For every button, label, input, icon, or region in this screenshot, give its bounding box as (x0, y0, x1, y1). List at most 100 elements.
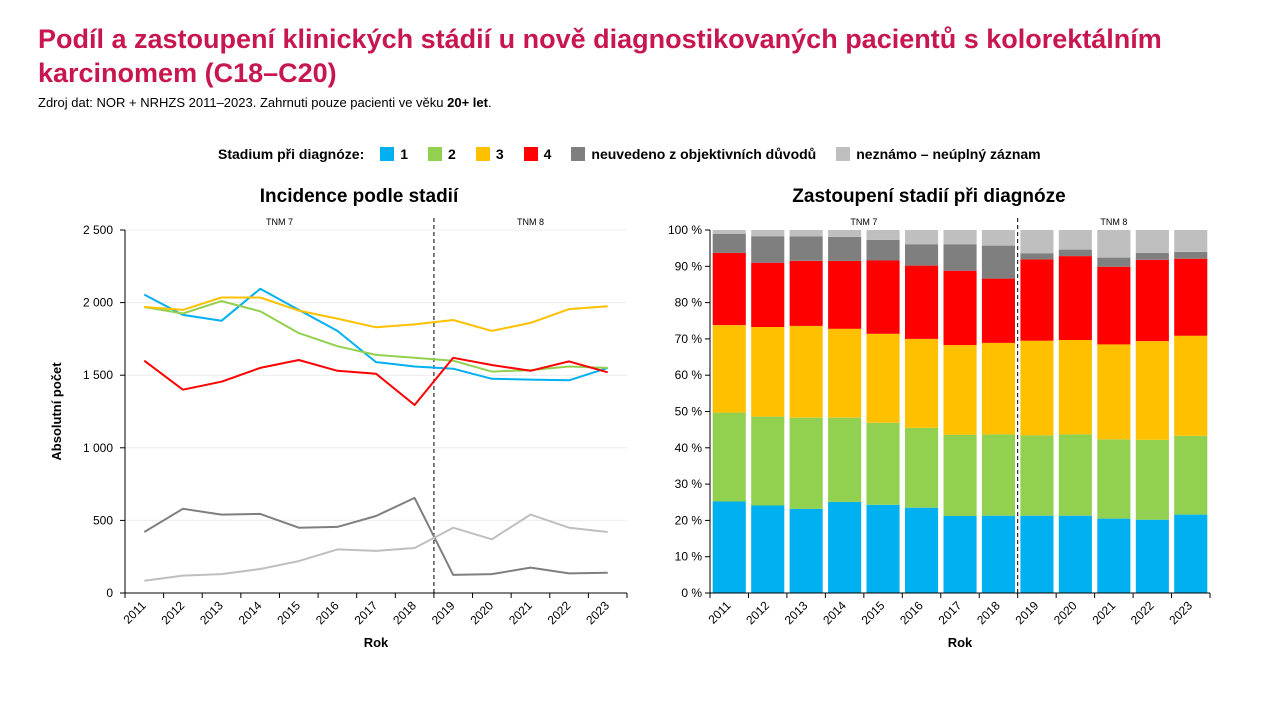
bar-x-tick-label: 2018 (974, 598, 1003, 627)
bar-segment-4 (712, 252, 746, 326)
line-point-3 (374, 325, 378, 329)
bar-segment-2 (828, 417, 862, 502)
bar-segment-3 (905, 338, 939, 428)
line-x-tick-label: 2015 (274, 598, 303, 627)
bar-segment-neuvedeno-z-objektivnich-duvodu (1058, 249, 1092, 257)
bar-segment-neuvedeno-z-objektivnich-duvodu (751, 236, 785, 263)
source-note-end: . (487, 95, 492, 110)
bar-segment-4 (1097, 266, 1131, 345)
bar-x-tick-label: 2023 (1166, 598, 1195, 627)
line-point-neuvedeno-z-objektivnich-duvodu (220, 513, 224, 517)
line-annotation-tnm-7: TNM 7 (266, 217, 293, 227)
bar-segment-2 (981, 434, 1015, 516)
line-point-2 (335, 344, 339, 348)
line-point-neuvedeno-z-objektivnich-duvodu (142, 530, 146, 534)
bar-x-tick-label: 2017 (936, 598, 965, 627)
line-point-neznamo-neuplny-zaznam (451, 526, 455, 530)
bar-x-tick-label: 2021 (1089, 598, 1118, 627)
line-y-tick-label: 1 500 (83, 368, 113, 382)
bar-segment-1 (943, 516, 977, 593)
bar-segment-2 (905, 427, 939, 508)
bar-segment-2 (751, 416, 785, 506)
line-series-neuvedeno-z-objektivnich-duvodu (143, 496, 608, 576)
bar-segment-neuvedeno-z-objektivnich-duvodu (1020, 253, 1054, 260)
legend-title: Stadium při diagnóze: (218, 146, 365, 162)
bar-segment-2 (943, 434, 977, 516)
bar-segment-4 (1174, 258, 1208, 336)
bar-segment-neznamo-neuplny-zaznam (751, 230, 785, 237)
bar-y-tick-label: 80 % (675, 296, 703, 310)
line-x-tick-label: 2023 (583, 598, 612, 627)
line-point-neuvedeno-z-objektivnich-duvodu (258, 512, 262, 516)
line-series-1 (143, 287, 609, 382)
bar-segment-neznamo-neuplny-zaznam (1135, 230, 1169, 253)
bar-segment-2 (1097, 439, 1131, 519)
bar-segment-1 (1097, 518, 1131, 593)
bar-segment-3 (943, 345, 977, 435)
line-point-3 (220, 296, 224, 300)
legend-item-stage-4: 4 (523, 146, 552, 162)
bar-segment-3 (751, 326, 785, 417)
bar-segment-neuvedeno-z-objektivnich-duvodu (1097, 257, 1131, 267)
bar-segment-1 (981, 515, 1015, 593)
bar-segment-3 (712, 325, 746, 413)
legend-label: 2 (448, 146, 456, 162)
bar-annotation-tnm-7: TNM 7 (850, 217, 877, 227)
bar-segment-neuvedeno-z-objektivnich-duvodu (828, 236, 862, 261)
bar-segment-neuvedeno-z-objektivnich-duvodu (1174, 251, 1208, 259)
line-x-axis-label: Rok (364, 635, 389, 650)
bar-x-tick-label: 2020 (1051, 598, 1080, 627)
line-point-1 (490, 377, 494, 381)
bar-segment-neuvedeno-z-objektivnich-duvodu (981, 245, 1015, 279)
line-point-3 (606, 304, 610, 308)
bar-y-tick-label: 50 % (675, 405, 703, 419)
line-point-1 (258, 287, 262, 291)
legend-swatch (475, 147, 490, 161)
line-point-neznamo-neuplny-zaznam (413, 546, 417, 550)
line-point-neuvedeno-z-objektivnich-duvodu (413, 496, 417, 500)
line-point-neuvedeno-z-objektivnich-duvodu (451, 573, 455, 577)
line-point-4 (335, 369, 339, 373)
bar-segment-neuvedeno-z-objektivnich-duvodu (943, 244, 977, 271)
bar-segment-3 (1135, 341, 1169, 440)
line-chart-title: Incidence podle stadií (260, 186, 459, 207)
line-point-1 (413, 364, 417, 368)
bar-segment-4 (1020, 259, 1054, 341)
line-point-neznamo-neuplny-zaznam (142, 579, 146, 583)
line-series-neznamo-neuplny-zaznam (144, 513, 608, 582)
line-point-4 (181, 388, 185, 392)
bar-segment-neuvedeno-z-objektivnich-duvodu (1135, 252, 1169, 260)
bar-y-tick-label: 30 % (675, 477, 703, 491)
bar-segment-neznamo-neuplny-zaznam (1097, 230, 1131, 258)
line-point-neznamo-neuplny-zaznam (297, 559, 301, 563)
line-point-2 (181, 311, 185, 315)
bar-segment-3 (1020, 340, 1054, 436)
bar-x-axis-label: Rok (948, 635, 973, 650)
legend-swatch (428, 147, 443, 161)
bar-y-tick-label: 20 % (675, 513, 703, 527)
line-point-neuvedeno-z-objektivnich-duvodu (335, 525, 339, 529)
legend-label: 4 (543, 146, 552, 162)
bar-segment-1 (712, 501, 746, 593)
line-point-4 (142, 359, 146, 363)
line-point-4 (220, 380, 224, 384)
line-point-1 (142, 293, 146, 297)
line-x-tick-label: 2014 (236, 598, 265, 627)
bar-x-tick-label: 2016 (897, 598, 926, 627)
line-point-3 (490, 329, 494, 333)
age-limit: 20+ let (447, 95, 488, 110)
bar-segment-neznamo-neuplny-zaznam (866, 230, 900, 240)
line-point-neznamo-neuplny-zaznam (606, 530, 610, 534)
line-point-neuvedeno-z-objektivnich-duvodu (606, 571, 610, 575)
legend: Stadium při diagnóze: 1 2 3 4 neuvedeno … (218, 144, 1061, 164)
line-y-tick-label: 2 500 (83, 223, 113, 237)
legend-item-stage-2: 2 (428, 146, 456, 162)
line-x-tick-label: 2012 (159, 598, 188, 627)
bar-segment-4 (751, 262, 785, 327)
bar-y-tick-label: 10 % (675, 550, 703, 564)
bar-segment-3 (828, 328, 862, 418)
line-point-2 (567, 364, 571, 368)
incidence-line-chart: Incidence podle stadií 0 500 1 000 1 500 2 0… (49, 186, 628, 650)
bar-segment-1 (1135, 519, 1169, 593)
line-series-3 (144, 296, 608, 332)
